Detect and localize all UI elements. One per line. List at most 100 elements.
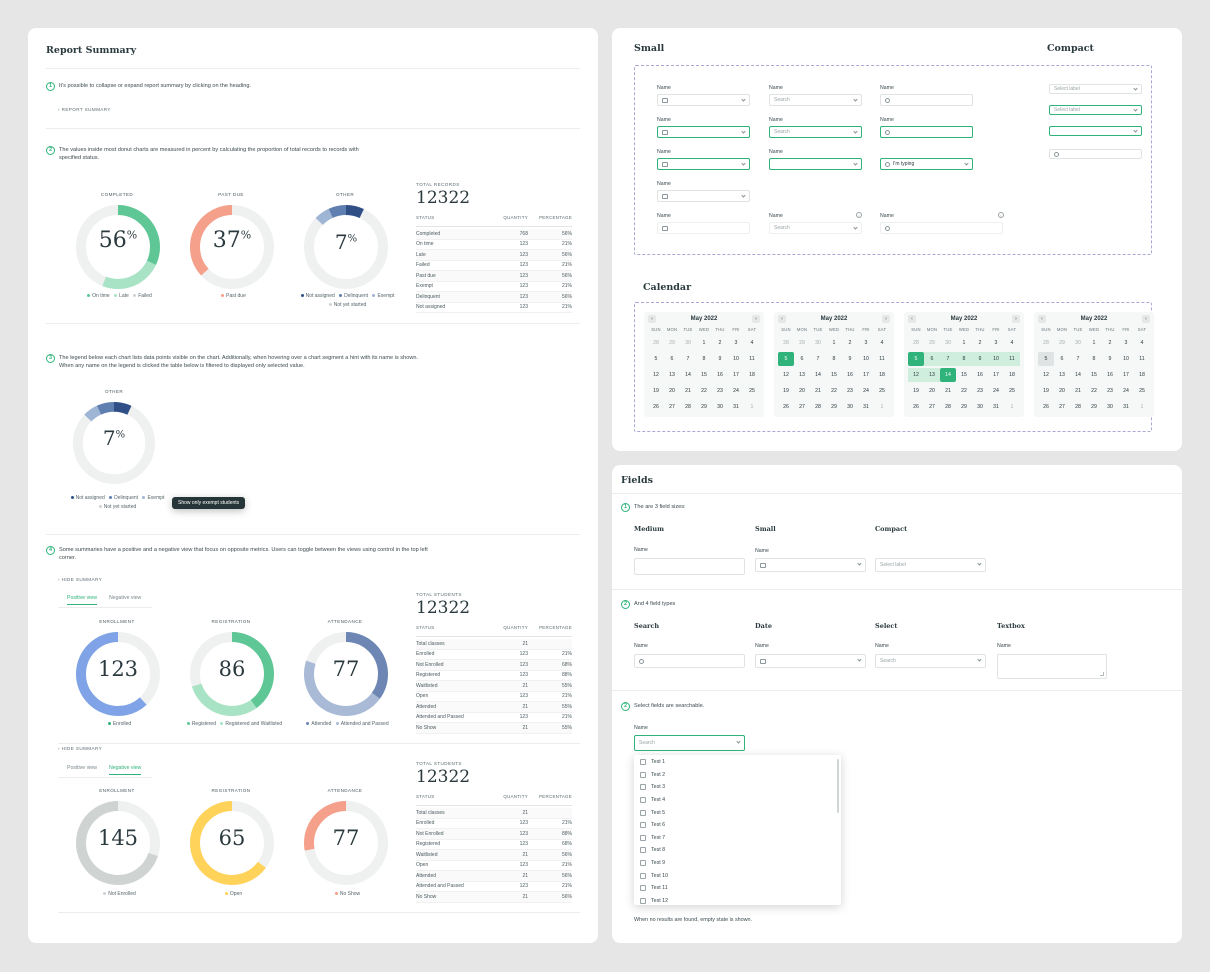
checkbox[interactable] <box>640 872 646 879</box>
dropdown-scrollbar[interactable] <box>837 759 839 813</box>
calendar-day[interactable]: 5 <box>778 352 794 366</box>
calendar-day[interactable]: 30 <box>717 404 723 410</box>
calendar-day[interactable]: 29 <box>1059 340 1065 346</box>
calendar-day[interactable]: 12 <box>908 368 924 382</box>
compact-select-active[interactable] <box>1049 126 1142 136</box>
calendar-day[interactable]: 11 <box>1139 356 1145 362</box>
table-row[interactable]: Attended 21 56% <box>416 871 572 882</box>
calendar-day[interactable]: 10 <box>863 356 869 362</box>
checkbox[interactable] <box>640 809 646 816</box>
calendar-day[interactable]: 15 <box>831 372 837 378</box>
search-field-typing[interactable]: I'm typing <box>880 158 973 170</box>
textbox-field[interactable] <box>997 654 1107 679</box>
calendar-day[interactable]: 1 <box>1092 340 1096 346</box>
calendar-day[interactable]: 21 <box>815 388 821 394</box>
next-month-button[interactable]: › <box>1142 315 1150 323</box>
legend-no-show[interactable]: No Show <box>332 891 360 897</box>
calendar-day[interactable]: 2 <box>718 340 722 346</box>
table-row[interactable]: Not Enrolled 123 88% <box>416 829 572 840</box>
report-summary-toggle[interactable]: › REPORT SUMMARY <box>58 107 111 112</box>
calendar-day[interactable]: 7 <box>940 352 956 366</box>
calendar-day[interactable]: 30 <box>1107 404 1113 410</box>
donut-completed[interactable] <box>74 203 162 291</box>
donut-attendance-negative[interactable] <box>302 799 390 887</box>
calendar-day[interactable]: 21 <box>685 388 691 394</box>
calendar-day[interactable]: 15 <box>1091 372 1097 378</box>
calendar-day[interactable]: 31 <box>993 404 999 410</box>
hide-summary-toggle[interactable]: › HIDE SUMMARY <box>58 577 103 582</box>
calendar-day[interactable]: 9 <box>1108 356 1112 362</box>
calendar-day[interactable]: 13 <box>924 368 940 382</box>
calendar-day[interactable]: 5 <box>654 356 658 362</box>
dropdown-option[interactable]: Test 12 <box>634 895 841 908</box>
calendar-day[interactable]: 30 <box>1075 340 1081 346</box>
calendar-day[interactable]: 19 <box>653 388 659 394</box>
searchable-select-field[interactable]: Search <box>634 735 745 751</box>
calendar-day[interactable]: 27 <box>1059 404 1065 410</box>
calendar-day[interactable]: 23 <box>1107 388 1113 394</box>
date-field[interactable] <box>755 654 866 668</box>
calendar-day[interactable]: 24 <box>863 388 869 394</box>
calendar-day[interactable]: 15 <box>701 372 707 378</box>
date-field-focus[interactable] <box>657 126 750 138</box>
compact-select-field[interactable]: Select label <box>875 558 986 572</box>
calendar-day[interactable]: 30 <box>977 404 983 410</box>
calendar-day[interactable]: 10 <box>1123 356 1129 362</box>
table-row[interactable]: Late 123 56% <box>416 250 572 261</box>
legend-not-assigned[interactable]: Not assigned <box>68 495 105 501</box>
calendar-day[interactable]: 5 <box>1038 352 1054 366</box>
calendar-day[interactable]: 19 <box>783 388 789 394</box>
dropdown-option[interactable]: Test 10 <box>634 869 841 882</box>
calendar-day[interactable]: 20 <box>669 388 675 394</box>
compact-select[interactable]: Select label <box>1049 84 1142 94</box>
table-row[interactable]: On time 123 21% <box>416 240 572 250</box>
calendar-day[interactable]: 10 <box>733 356 739 362</box>
calendar-day[interactable]: 8 <box>1092 356 1096 362</box>
calendar-day[interactable]: 18 <box>879 372 885 378</box>
calendar-day[interactable]: 23 <box>977 388 983 394</box>
calendar-day[interactable]: 7 <box>816 356 820 362</box>
calendar-day[interactable]: 27 <box>669 404 675 410</box>
calendar-day[interactable]: 13 <box>1059 372 1065 378</box>
calendar-day[interactable]: 3 <box>734 340 738 346</box>
table-row[interactable]: Enrolled 123 21% <box>416 650 572 660</box>
calendar-day[interactable]: 29 <box>831 404 837 410</box>
next-month-button[interactable]: › <box>882 315 890 323</box>
calendar-day[interactable]: 1 <box>962 340 966 346</box>
segment-delinquent[interactable] <box>304 205 388 289</box>
calendar-day[interactable]: 19 <box>913 388 919 394</box>
table-row[interactable]: Waitlisted 21 56% <box>416 850 572 861</box>
table-row[interactable]: Open 123 21% <box>416 861 572 871</box>
table-row[interactable]: Registered 123 88% <box>416 671 572 681</box>
calendar-day[interactable]: 23 <box>847 388 853 394</box>
segment-late[interactable] <box>76 205 160 289</box>
calendar-day[interactable]: 20 <box>1059 388 1065 394</box>
calendar-day[interactable]: 3 <box>1124 340 1128 346</box>
calendar-day[interactable]: 27 <box>799 404 805 410</box>
checkbox[interactable] <box>640 797 646 804</box>
calendar-day[interactable]: 27 <box>929 404 935 410</box>
calendar-day[interactable]: 17 <box>993 372 999 378</box>
calendar-day[interactable]: 18 <box>1009 372 1015 378</box>
calendar-day[interactable]: 29 <box>701 404 707 410</box>
table-row[interactable]: Not Enrolled 123 68% <box>416 660 572 671</box>
calendar-day[interactable]: 15 <box>961 372 967 378</box>
calendar-day[interactable]: 16 <box>977 372 983 378</box>
calendar-day[interactable]: 22 <box>961 388 967 394</box>
checkbox[interactable] <box>640 860 646 867</box>
select-field-readonly[interactable]: Search <box>769 222 862 234</box>
legend-not-yet-started[interactable]: Not yet started <box>326 302 366 308</box>
calendar-day[interactable]: 25 <box>879 388 885 394</box>
dropdown-option[interactable]: Test 3 <box>634 781 841 794</box>
legend-past-due[interactable]: Past due <box>218 293 246 299</box>
donut-enrollment-positive[interactable] <box>74 630 162 718</box>
calendar-day[interactable]: 20 <box>929 388 935 394</box>
hide-summary-toggle[interactable]: › HIDE SUMMARY <box>58 746 103 751</box>
segment-registered[interactable] <box>190 632 274 716</box>
calendar-day[interactable]: 25 <box>749 388 755 394</box>
calendar-day[interactable]: 26 <box>1043 404 1049 410</box>
positive-view-tab[interactable]: Positive view <box>67 765 97 771</box>
table-row[interactable]: Attended and Passed 123 21% <box>416 713 572 723</box>
search-field[interactable] <box>880 94 973 106</box>
donut-attendance-positive[interactable] <box>302 630 390 718</box>
